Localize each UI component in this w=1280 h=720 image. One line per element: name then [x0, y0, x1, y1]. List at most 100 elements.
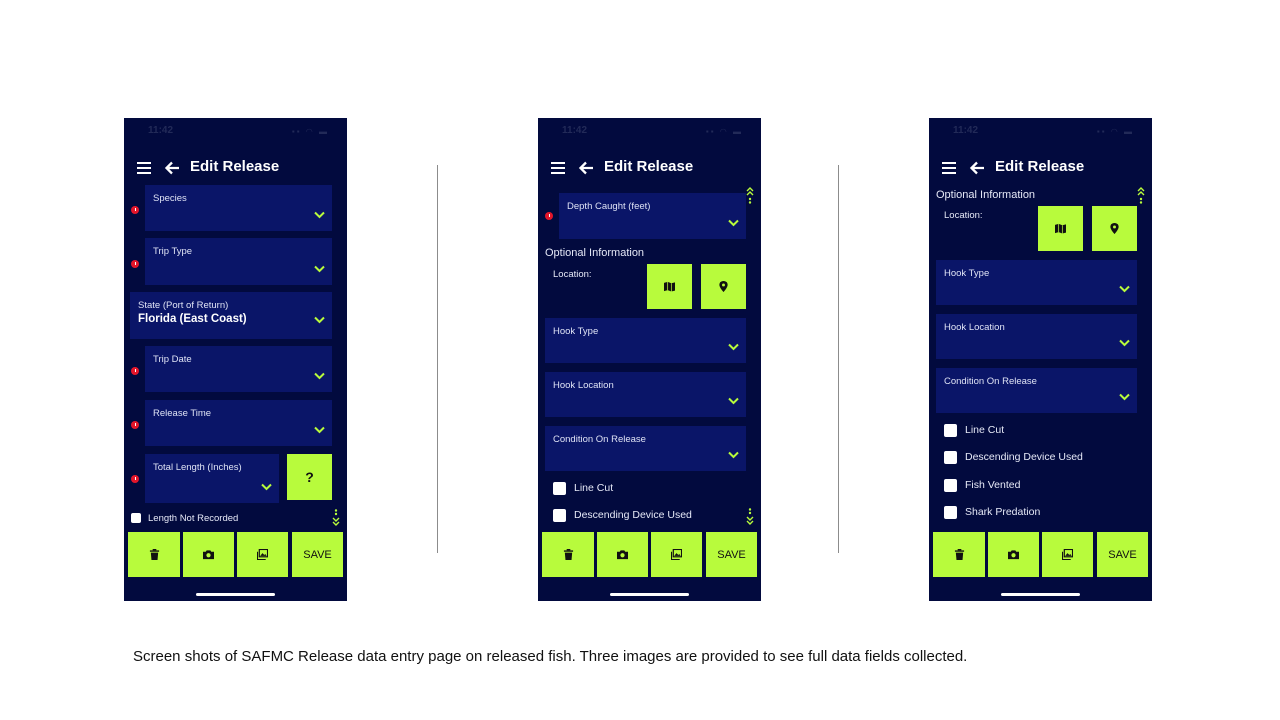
length-help-button[interactable]: ?: [287, 454, 332, 500]
map-button[interactable]: [1038, 206, 1083, 251]
chevron-down-icon: [314, 426, 325, 434]
chevron-down-icon: [728, 451, 739, 459]
section-title: Optional Information: [936, 189, 1036, 201]
gallery-button[interactable]: [237, 532, 288, 577]
error-icon: [131, 367, 139, 375]
phone-screen-3: 11:42 ▪▪ ◠ ▬ Edit Release Optional Infor…: [929, 118, 1152, 601]
camera-icon: [203, 549, 214, 560]
chevron-down-icon: [1119, 339, 1130, 347]
gallery-button[interactable]: [1042, 532, 1093, 577]
total-length-select[interactable]: Total Length (Inches): [145, 454, 279, 503]
status-time: 11:42: [148, 125, 174, 136]
fish-vented-checkbox[interactable]: [944, 479, 957, 492]
trash-icon: [954, 549, 965, 560]
line-cut-checkbox[interactable]: [553, 482, 566, 495]
camera-button[interactable]: [988, 532, 1039, 577]
checkbox-label: Fish Vented: [965, 479, 1021, 491]
chevron-down-icon: [314, 265, 325, 273]
map-button[interactable]: [647, 264, 692, 309]
home-indicator[interactable]: [610, 593, 689, 596]
save-button[interactable]: SAVE: [1097, 532, 1148, 577]
scroll-down-icon[interactable]: [746, 508, 754, 526]
field-label: Trip Date: [153, 354, 192, 365]
length-not-recorded-checkbox[interactable]: [131, 513, 141, 523]
camera-button[interactable]: [183, 532, 234, 577]
condition-on-release-select[interactable]: Condition On Release: [936, 368, 1137, 413]
hook-type-select[interactable]: Hook Type: [545, 318, 746, 363]
scroll-up-icon[interactable]: [746, 186, 754, 204]
error-icon: [545, 212, 553, 220]
gallery-button[interactable]: [651, 532, 702, 577]
hook-type-select[interactable]: Hook Type: [936, 260, 1137, 305]
descending-device-checkbox[interactable]: [944, 451, 957, 464]
descending-device-checkbox[interactable]: [553, 509, 566, 522]
field-label: Hook Type: [553, 326, 599, 337]
hamburger-icon[interactable]: [551, 162, 565, 174]
map-icon: [1055, 223, 1066, 234]
hamburger-icon[interactable]: [137, 162, 151, 174]
error-icon: [131, 475, 139, 483]
shark-predation-checkbox[interactable]: [944, 506, 957, 519]
condition-on-release-select[interactable]: Condition On Release: [545, 426, 746, 471]
arrow-left-icon[interactable]: [969, 160, 985, 176]
hook-location-select[interactable]: Hook Location: [936, 314, 1137, 359]
chevron-down-icon: [1119, 285, 1130, 293]
trash-icon: [149, 549, 160, 560]
chevron-down-icon: [314, 211, 325, 219]
scroll-up-icon[interactable]: [1137, 186, 1145, 204]
checkbox-label: Length Not Recorded: [148, 513, 239, 524]
field-label: Hook Location: [553, 380, 614, 391]
delete-button[interactable]: [542, 532, 594, 577]
checkbox-label: Line Cut: [574, 482, 614, 494]
trip-date-select[interactable]: Trip Date: [145, 346, 332, 392]
line-cut-checkbox[interactable]: [944, 424, 957, 437]
hamburger-icon[interactable]: [942, 162, 956, 174]
status-icons: ▪▪ ◠ ▬: [1096, 127, 1134, 136]
delete-button[interactable]: [933, 532, 985, 577]
camera-icon: [617, 549, 628, 560]
pin-location-button[interactable]: [701, 264, 746, 309]
images-icon: [671, 549, 682, 560]
hook-location-select[interactable]: Hook Location: [545, 372, 746, 417]
divider: [437, 165, 438, 553]
page-title: Edit Release: [995, 158, 1085, 175]
home-indicator[interactable]: [1001, 593, 1080, 596]
field-label: Trip Type: [153, 246, 193, 257]
depth-caught-select[interactable]: Depth Caught (feet): [559, 193, 746, 239]
save-button[interactable]: SAVE: [292, 532, 343, 577]
field-label: State (Port of Return): [138, 300, 229, 311]
state-select[interactable]: State (Port of Return) Florida (East Coa…: [130, 292, 332, 339]
chevron-down-icon: [728, 343, 739, 351]
page-title: Edit Release: [604, 158, 694, 175]
phone-screen-1: 11:42 ▪▪ ◠ ▬ Edit Release Species Trip T…: [124, 118, 347, 601]
arrow-left-icon[interactable]: [578, 160, 594, 176]
field-label: Hook Location: [944, 322, 1005, 333]
release-time-select[interactable]: Release Time: [145, 400, 332, 446]
species-select[interactable]: Species: [145, 185, 332, 231]
checkbox-label: Line Cut: [965, 424, 1005, 436]
map-icon: [664, 281, 675, 292]
field-label: Condition On Release: [553, 434, 646, 445]
status-time: 11:42: [562, 125, 588, 136]
delete-button[interactable]: [128, 532, 180, 577]
arrow-left-icon[interactable]: [164, 160, 180, 176]
field-label: Total Length (Inches): [153, 462, 242, 473]
images-icon: [1062, 549, 1073, 560]
divider: [838, 165, 839, 553]
pin-location-button[interactable]: [1092, 206, 1137, 251]
field-label: Hook Type: [944, 268, 990, 279]
save-button[interactable]: SAVE: [706, 532, 757, 577]
home-indicator[interactable]: [196, 593, 275, 596]
error-icon: [131, 206, 139, 214]
error-icon: [131, 260, 139, 268]
chevron-down-icon: [314, 372, 325, 380]
scroll-down-icon[interactable]: [332, 509, 340, 527]
chevron-down-icon: [314, 316, 325, 324]
location-label: Location:: [944, 210, 983, 221]
phone-screen-2: 11:42 ▪▪ ◠ ▬ Edit Release Depth Caught (…: [538, 118, 761, 601]
camera-button[interactable]: [597, 532, 648, 577]
checkbox-label: Shark Predation: [965, 506, 1041, 518]
status-icons: ▪▪ ◠ ▬: [291, 127, 329, 136]
section-title: Optional Information: [545, 247, 645, 259]
trip-type-select[interactable]: Trip Type: [145, 238, 332, 285]
